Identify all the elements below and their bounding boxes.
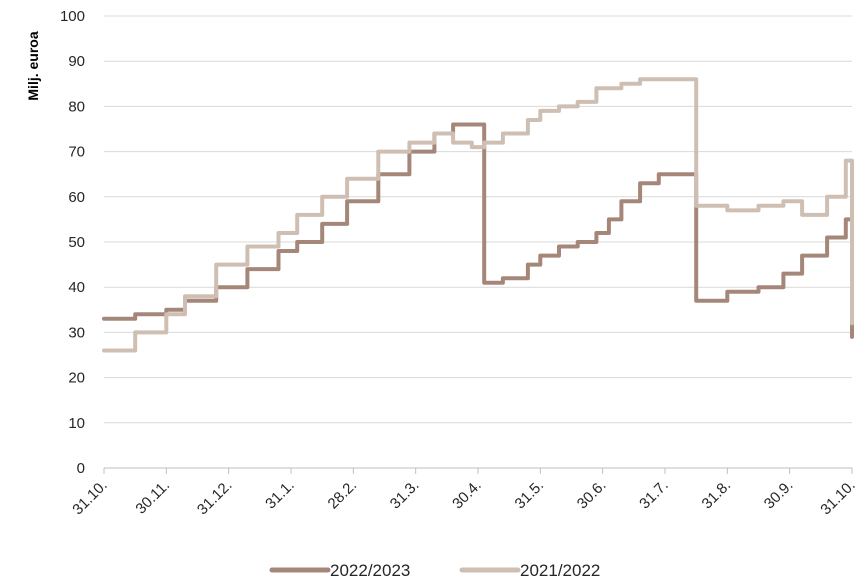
- x-tick-label: 31.5.: [512, 477, 548, 513]
- y-tick-label-80: 80: [68, 98, 85, 115]
- axes: [103, 467, 853, 474]
- x-tick-label: 30.9.: [761, 477, 797, 513]
- y-tick-label-90: 90: [68, 53, 85, 70]
- x-tick-label: 30.6.: [574, 477, 610, 513]
- gridlines: [104, 15, 852, 424]
- series-lines: [102, 77, 854, 353]
- x-tick-label: 31.7.: [636, 477, 672, 513]
- y-tick-label-20: 20: [68, 370, 85, 387]
- y-tick-label-50: 50: [68, 234, 85, 251]
- y-tick-label-100: 100: [60, 8, 85, 25]
- y-tick-label-40: 40: [68, 279, 85, 296]
- legend: 2022/2023 2021/2022: [269, 561, 600, 580]
- x-tick-label: 31.1.: [262, 477, 298, 513]
- y-axis-title: Milj. euroa: [25, 31, 41, 100]
- y-tick-label-70: 70: [68, 144, 85, 161]
- x-tick-label: 30.11.: [132, 477, 173, 518]
- x-tick-label: 28.2.: [325, 477, 361, 513]
- y-tick-label-60: 60: [68, 189, 85, 206]
- series-line-1: [102, 122, 854, 339]
- x-tick-label: 31.8.: [699, 477, 735, 513]
- x-tick-label: 31.12.: [194, 477, 236, 519]
- legend-label-1: 2022/2023: [330, 561, 410, 580]
- x-tick-label: 31.3.: [387, 477, 423, 513]
- legend-label-2: 2021/2022: [520, 561, 600, 580]
- x-tick-label: 30.4.: [449, 477, 485, 513]
- x-tick-label: 31.10.: [817, 477, 859, 519]
- tick-labels: 0 10 20 30 40 50 60 70 80 90 100 31.10. 30.11. 31.12.…: [60, 8, 859, 518]
- y-tick-label-10: 10: [68, 415, 85, 432]
- x-tick-label: 31.10.: [69, 477, 111, 519]
- y-tick-label-0: 0: [77, 460, 85, 477]
- series-line-2: [102, 77, 854, 353]
- y-tick-label-30: 30: [68, 324, 85, 341]
